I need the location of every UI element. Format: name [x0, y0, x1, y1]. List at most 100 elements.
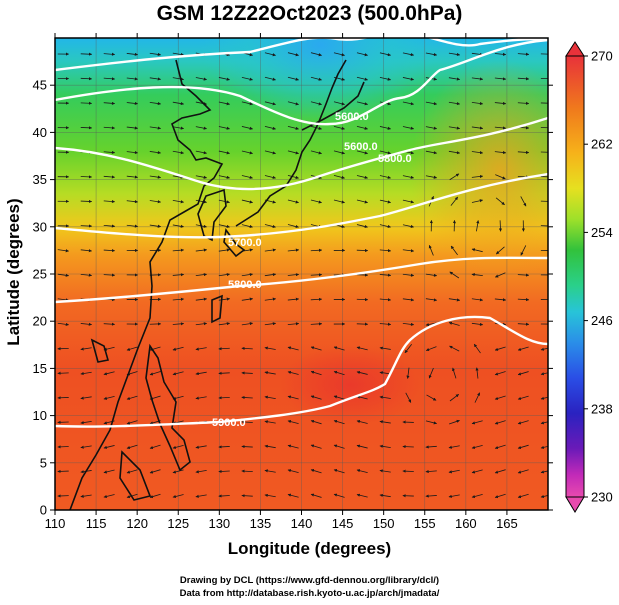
wind-arrow: [172, 469, 184, 474]
wind-arrow: [448, 298, 461, 302]
wind-arrow: [264, 76, 276, 81]
wind-arrow: [333, 175, 345, 179]
contour-label: 5800.0: [378, 153, 412, 165]
wind-arrow: [310, 444, 322, 449]
wind-arrow: [80, 322, 93, 326]
wind-arrow: [402, 126, 415, 130]
wind-arrow: [218, 150, 230, 155]
wind-arrow: [379, 52, 391, 57]
wind-arrow: [379, 346, 391, 350]
wind-arrow: [103, 322, 116, 326]
wind-arrow: [379, 126, 391, 130]
wind-arrow: [471, 444, 483, 449]
wind-arrow: [126, 126, 139, 130]
wind-arrow: [379, 469, 391, 473]
wind-arrow: [517, 493, 529, 499]
wind-arrow: [172, 199, 184, 204]
wind-arrow: [103, 199, 116, 204]
wind-arrow: [310, 395, 322, 400]
wind-arrow: [264, 224, 276, 229]
wind-arrow: [241, 395, 253, 400]
x-axis-ticks: 110 115 120 125 130 135 140 145 150 155 160 165: [45, 33, 518, 531]
wind-arrow: [356, 346, 368, 351]
wind-arrow: [287, 297, 300, 301]
wind-arrow: [195, 273, 208, 277]
wind-arrow: [356, 52, 368, 57]
wind-arrow: [80, 199, 93, 204]
wind-arrow: [241, 175, 253, 179]
wind-arrow: [333, 346, 345, 351]
wind-arrow: [149, 101, 162, 106]
wind-arrow: [379, 199, 391, 204]
y-tick-label: 15: [33, 361, 47, 376]
wind-arrow: [333, 469, 345, 474]
wind-arrow: [310, 370, 322, 376]
wind-arrow: [264, 371, 276, 375]
wind-arrow: [241, 224, 253, 229]
wind-arrow: [428, 245, 434, 256]
wind-arrow: [471, 199, 484, 203]
wind-arrow: [103, 126, 116, 130]
wind-arrow: [310, 469, 322, 474]
wind-arrow: [264, 322, 277, 326]
wind-arrow: [402, 199, 415, 204]
wind-arrow: [494, 126, 507, 130]
wind-arrow: [540, 421, 548, 425]
wind-arrow: [241, 199, 253, 204]
wind-arrow: [103, 248, 116, 253]
wind-arrow: [448, 321, 460, 326]
wind-arrow: [333, 395, 345, 400]
wind-arrow: [540, 470, 548, 474]
wind-arrow: [218, 396, 230, 400]
wind-arrow: [172, 346, 184, 351]
wind-arrow: [310, 199, 322, 204]
wind-arrow: [218, 445, 230, 449]
wind-arrow: [195, 77, 207, 81]
wind-arrow: [333, 493, 345, 498]
wind-arrow: [103, 494, 115, 499]
wind-arrow: [287, 175, 299, 179]
wind-arrow: [264, 395, 276, 399]
wind-arrow: [310, 76, 322, 81]
wind-arrow: [471, 126, 484, 130]
x-tick-label: 110: [45, 516, 66, 531]
wind-arrow: [540, 347, 548, 351]
wind-arrow: [264, 273, 277, 277]
wind-arrow: [172, 52, 184, 57]
wind-arrow: [80, 396, 92, 400]
wind-arrow: [494, 493, 506, 499]
wind-arrow: [264, 469, 276, 473]
wind-arrow: [452, 367, 457, 379]
wind-arrow: [80, 52, 93, 56]
wind-arrow: [57, 249, 69, 253]
wind-arrow: [80, 249, 93, 253]
wind-arrow: [287, 420, 299, 424]
wind-arrow: [540, 494, 548, 498]
wind-arrow: [241, 297, 254, 301]
wind-arrow: [333, 370, 345, 376]
wind-arrow: [494, 298, 507, 302]
wind-arrow: [494, 150, 507, 155]
wind-arrow: [310, 150, 322, 155]
wind-arrow: [287, 76, 299, 81]
wind-arrow: [402, 77, 415, 81]
wind-arrow: [57, 322, 69, 326]
wind-arrow: [402, 101, 415, 106]
wind-arrow: [80, 224, 93, 228]
wind-arrow: [264, 101, 276, 106]
wind-arrow: [517, 395, 529, 400]
wind-arrow: [425, 126, 438, 130]
x-axis-label: Longitude (degrees): [227, 539, 392, 558]
contour-label: 5900.0: [212, 417, 246, 429]
wind-arrow: [287, 493, 299, 498]
colorbar-tick-label: 238: [591, 401, 613, 416]
colorbar-gradient: [565, 55, 585, 498]
wind-arrow: [356, 150, 368, 155]
wind-arrow: [471, 150, 484, 155]
wind-arrow: [494, 371, 506, 376]
wind-arrow: [149, 77, 162, 81]
wind-arrow: [195, 494, 207, 498]
wind-arrow: [404, 343, 413, 354]
wind-arrow: [495, 174, 506, 180]
wind-arrow: [57, 273, 69, 277]
